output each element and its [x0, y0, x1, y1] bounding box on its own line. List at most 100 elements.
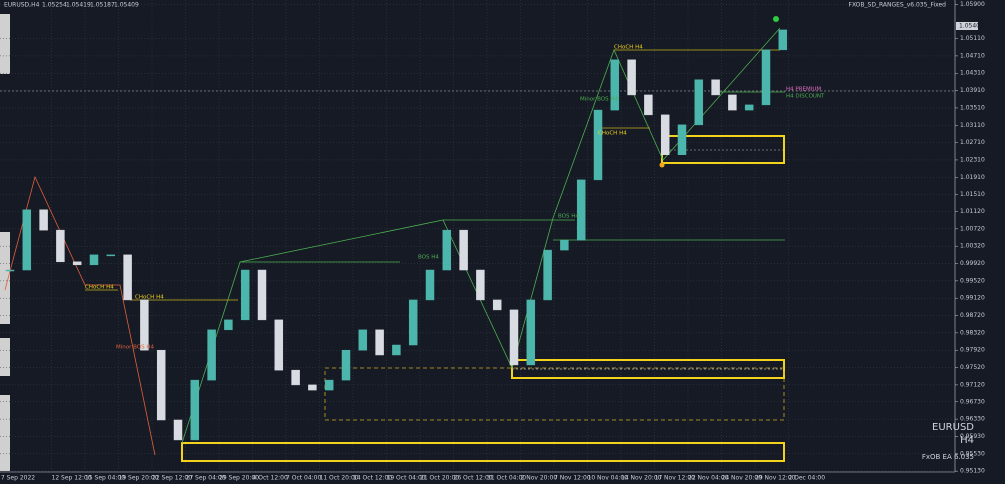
- y-tick-label: 1.05110: [960, 35, 985, 42]
- x-tick-label: 2 Nov 20:00: [521, 475, 558, 482]
- candle: [408, 299, 418, 346]
- candle: [341, 349, 351, 381]
- candle: [627, 59, 636, 96]
- bos-label: Minor BOS H4: [116, 345, 155, 351]
- tab: [0, 395, 10, 471]
- y-tick-label: 0.97920: [960, 347, 985, 354]
- candle: [677, 124, 687, 155]
- x-tick-label: 29 Nov 12:00: [755, 475, 796, 482]
- x-tick-label: 7 Oct 04:00: [286, 475, 321, 482]
- signal-dot: [773, 16, 779, 22]
- watermark: EURUSD H4 FxOB EA 6.035: [922, 422, 974, 461]
- close: 1.05409: [114, 2, 139, 9]
- watermark-ea: FxOB EA 6.035: [922, 453, 974, 461]
- candle: [358, 329, 368, 351]
- low: 1.05187: [90, 2, 115, 9]
- y-tick-label: 1.00720: [960, 225, 985, 232]
- demand-zone: [181, 442, 785, 462]
- candle: [694, 79, 704, 126]
- tab: [0, 232, 10, 324]
- y-tick-label: 0.95130: [960, 468, 985, 475]
- price-badge: [956, 22, 978, 30]
- x-tick-label: 14 Nov 20:00: [621, 475, 662, 482]
- candle: [593, 109, 603, 181]
- candle: [5, 269, 15, 272]
- candle: [728, 94, 737, 111]
- y-tick-label: 0.97120: [960, 381, 985, 388]
- candle: [89, 254, 99, 266]
- candle: [240, 269, 250, 321]
- x-tick-label: 4 Oct 12:00: [253, 475, 288, 482]
- y-tick-label: 0.99520: [960, 277, 985, 284]
- x-tick-label: 19 Oct 04:00: [387, 475, 426, 482]
- x-tick-label: 10 Nov 04:00: [588, 475, 629, 482]
- candle: [744, 104, 754, 111]
- y-tick-label: 0.98320: [960, 329, 985, 336]
- x-tick-label: 11 Oct 20:00: [320, 475, 359, 482]
- x-tick-label: 22 Nov 04:00: [688, 475, 729, 482]
- candle: [56, 229, 65, 263]
- y-tick-label: 1.02710: [960, 139, 985, 146]
- candle: [459, 229, 468, 271]
- watermark-symbol: EURUSD: [932, 422, 974, 433]
- candles: [5, 29, 788, 441]
- y-tick-label: 1.02310: [960, 156, 985, 163]
- x-tick-label: 17 Nov 12:00: [655, 475, 696, 482]
- candle: [543, 249, 552, 301]
- candle: [190, 379, 200, 441]
- y-tick-label: 0.99920: [960, 260, 985, 267]
- x-tick-label: 7 Nov 12:00: [554, 475, 591, 482]
- left-tabs: [0, 14, 10, 471]
- y-tick-label: 1.03910: [960, 87, 985, 94]
- candle: [644, 94, 653, 116]
- candle: [425, 269, 435, 301]
- choch-label: CHoCH H4: [135, 295, 164, 301]
- y-tick-label: 1.04310: [960, 70, 985, 77]
- grid: [0, 0, 958, 472]
- choch-label: CHoCH H4: [598, 131, 627, 137]
- y-tick-label: 1.01120: [960, 208, 985, 215]
- candle: [576, 179, 586, 241]
- tab: [0, 338, 10, 376]
- candle: [610, 59, 620, 111]
- x-tick-label: 7 Sep 2022: [1, 475, 35, 482]
- x-tick-label: 29 Sep 20:00: [219, 475, 259, 482]
- y-tick-label: 0.95930: [960, 433, 985, 440]
- x-tick-label: 19 Sep 20:00: [119, 475, 159, 482]
- tab: [0, 14, 10, 74]
- candle: [324, 379, 334, 391]
- x-tick-label: 21 Oct 20:00: [420, 475, 459, 482]
- candle: [207, 329, 216, 381]
- high: 1.05419: [66, 2, 91, 9]
- candle: [761, 49, 771, 106]
- x-tick-label: 27 Sep 04:00: [186, 475, 226, 482]
- current-price: 1.05409: [959, 23, 984, 30]
- candle: [123, 254, 132, 301]
- signal-dot: [659, 162, 665, 168]
- y-tick-label: 0.96730: [960, 398, 985, 405]
- y-tick-label: 1.03110: [960, 122, 985, 129]
- candle: [526, 299, 536, 366]
- candle: [660, 114, 670, 155]
- candle: [291, 369, 300, 386]
- header: EURUSD,H4 1.05254 1.05419 1.05187 1.0540…: [4, 2, 946, 9]
- y-tick-label: 1.01910: [960, 174, 985, 181]
- candle: [156, 349, 166, 421]
- x-tick-label: 2 Dec 04:00: [789, 475, 826, 482]
- candle: [560, 239, 569, 251]
- zones: [181, 135, 785, 462]
- candle: [224, 319, 233, 331]
- x-tick-label: 15 Sep 04:00: [85, 475, 125, 482]
- premium-label: H4 PREMIUM: [786, 87, 821, 93]
- x-tick-label: 31 Oct 04:00: [487, 475, 526, 482]
- y-tick-label: 1.03510: [960, 104, 985, 111]
- candle: [22, 209, 32, 271]
- candle: [442, 229, 452, 271]
- watermark-timeframe: H4: [960, 435, 974, 446]
- candle: [778, 29, 788, 51]
- candle: [274, 319, 284, 371]
- y-tick-label: 1.00320: [960, 243, 985, 250]
